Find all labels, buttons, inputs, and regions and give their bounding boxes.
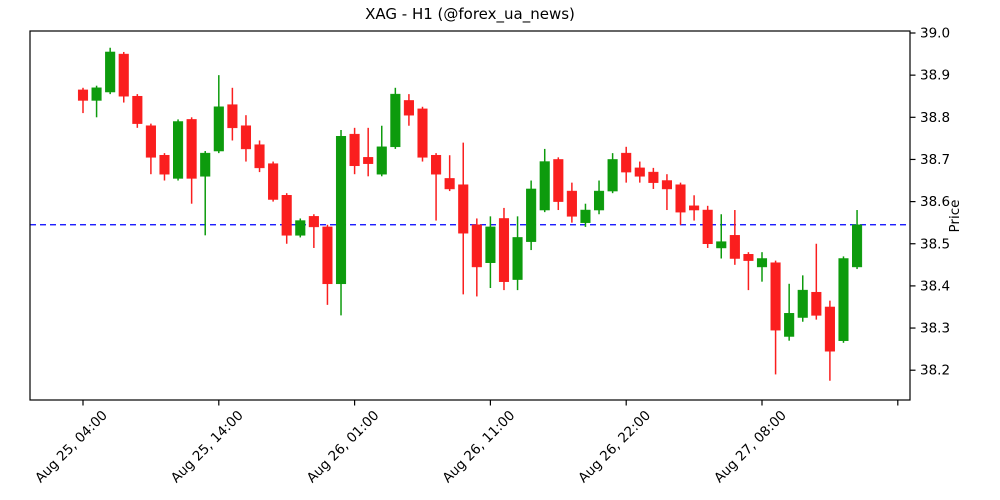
candle-body	[852, 224, 863, 268]
candle-body	[254, 144, 265, 169]
candle-body	[634, 167, 645, 177]
candle-body	[770, 262, 781, 331]
candle-body	[200, 152, 211, 177]
candle-body	[118, 53, 129, 97]
y-axis-label: Price	[947, 200, 963, 233]
candle-body	[159, 154, 170, 175]
x-tick-label: Aug 26, 11:00	[440, 408, 519, 487]
candle-body	[743, 254, 754, 261]
candle-body	[485, 226, 496, 263]
candle-body	[363, 157, 374, 164]
candle-body	[403, 100, 414, 116]
plot-area: 39.0 38.9 38.8 38.7 38.6 38.5 38.4 38.3 38.2 Aug …	[29, 26, 950, 487]
candle-body	[566, 190, 577, 217]
candle-body	[526, 188, 537, 242]
candle-body	[105, 51, 116, 93]
plot-border	[29, 30, 911, 401]
candle-body	[811, 291, 822, 316]
candle-body	[281, 195, 292, 236]
candle-body	[322, 226, 333, 285]
candle-body	[186, 119, 197, 179]
candle-body	[227, 104, 238, 129]
candle-body	[417, 108, 428, 158]
candle-body	[444, 178, 455, 190]
candle-body	[132, 95, 143, 124]
candle-body	[498, 218, 510, 282]
candle-body	[797, 289, 808, 318]
candle-body	[471, 224, 482, 268]
candle-body	[648, 171, 659, 183]
candle-body	[145, 125, 156, 158]
candle-body	[580, 209, 591, 223]
y-tick-label: 38.5	[920, 236, 950, 252]
candle-body	[729, 235, 740, 259]
candle-body	[213, 106, 224, 152]
candle-body	[784, 313, 795, 337]
candle-body	[335, 136, 347, 285]
candle-body	[661, 180, 672, 190]
y-tick-label: 38.7	[920, 152, 950, 168]
y-tick-label: 38.4	[920, 278, 950, 294]
y-tick-label: 39.0	[920, 26, 950, 42]
candle-body	[512, 237, 523, 280]
candle-body	[295, 220, 306, 236]
x-tick-label: Aug 25, 14:00	[168, 408, 247, 487]
candle-body	[390, 93, 401, 148]
x-tick-label: Aug 26, 22:00	[575, 408, 654, 487]
x-tick-label: Aug 25, 04:00	[32, 408, 111, 487]
chart-title: XAG - H1 (@forex_ua_news)	[365, 5, 575, 24]
candle-body	[431, 154, 442, 175]
y-tick-label: 38.2	[920, 363, 950, 379]
candle-body	[349, 133, 360, 167]
x-tick-label: Aug 26, 01:00	[304, 408, 383, 487]
candle-body	[838, 258, 849, 341]
candle-body	[593, 190, 605, 211]
candle-body	[716, 241, 727, 249]
candle-body	[268, 163, 279, 200]
y-tick-label: 38.9	[920, 68, 950, 84]
candle-body	[91, 87, 102, 101]
y-tick-label: 38.6	[920, 194, 950, 210]
candle-body	[702, 209, 713, 244]
y-tick-label: 38.3	[920, 321, 950, 337]
candle-body	[308, 216, 319, 228]
candle-body	[539, 161, 550, 211]
candle-body	[77, 89, 89, 101]
candle-body	[376, 146, 387, 175]
candle-body	[689, 205, 700, 211]
candle-body	[553, 159, 564, 202]
candle-body	[621, 152, 632, 173]
candle-body	[240, 125, 252, 150]
candle-body	[756, 258, 768, 268]
candle-body	[458, 184, 469, 234]
candle-body	[824, 306, 835, 352]
candle-body	[173, 121, 184, 179]
candle-body	[607, 159, 618, 192]
candle-body	[675, 184, 686, 213]
y-tick-label: 38.8	[920, 110, 950, 126]
x-tick-label: Aug 27, 08:00	[711, 408, 790, 487]
